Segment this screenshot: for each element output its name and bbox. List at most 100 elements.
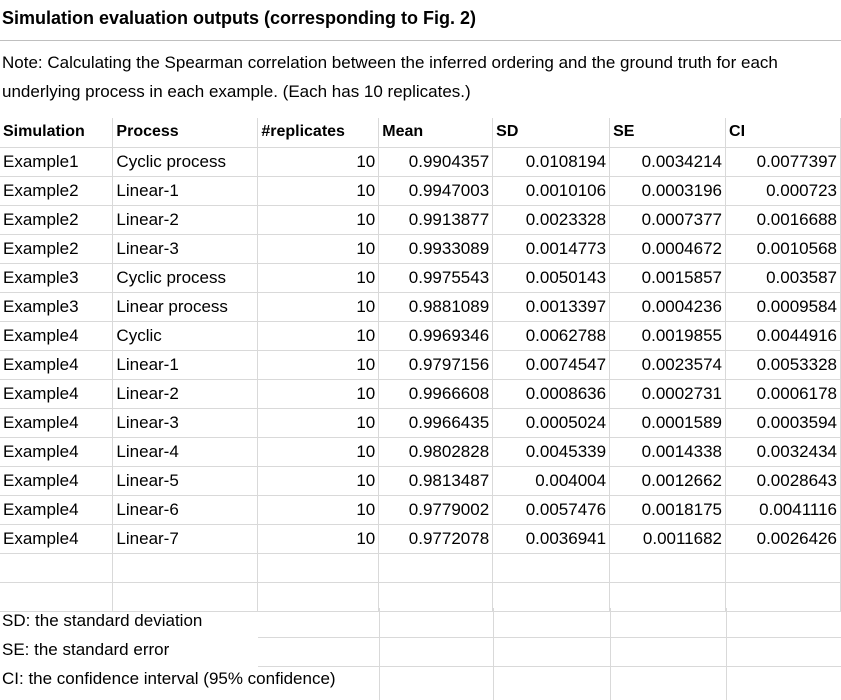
cell-replicates[interactable]: 10 <box>257 205 380 235</box>
cell-mean[interactable]: 0.9913877 <box>378 205 494 235</box>
cell-sd[interactable]: 0.0062788 <box>492 321 611 351</box>
cell-simulation[interactable]: Example4 <box>0 350 114 380</box>
cell-se[interactable]: 0.0014338 <box>609 437 727 467</box>
cell-replicates[interactable]: 10 <box>257 234 380 264</box>
empty-cell[interactable] <box>725 553 841 583</box>
cell-mean[interactable]: 0.9813487 <box>378 466 494 496</box>
cell-sd[interactable]: 0.0013397 <box>492 292 611 322</box>
cell-simulation[interactable]: Example1 <box>0 147 114 177</box>
footnote[interactable]: CI: the confidence interval (95% confide… <box>2 669 336 688</box>
header-sd[interactable]: SD <box>492 118 611 148</box>
cell-replicates[interactable]: 10 <box>257 379 380 409</box>
empty-cell[interactable] <box>492 553 611 583</box>
empty-cell[interactable] <box>609 582 727 612</box>
cell-ci[interactable]: 0.0077397 <box>725 147 841 177</box>
header-mean[interactable]: Mean <box>378 118 494 148</box>
cell-sd[interactable]: 0.0045339 <box>492 437 611 467</box>
cell-process[interactable]: Cyclic <box>112 321 259 351</box>
cell-process[interactable]: Linear-2 <box>112 379 259 409</box>
cell-process[interactable]: Linear-5 <box>112 466 259 496</box>
header-simulation[interactable]: Simulation <box>0 118 114 148</box>
cell-sd[interactable]: 0.0057476 <box>492 495 611 525</box>
cell-ci[interactable]: 0.0016688 <box>725 205 841 235</box>
header-replicates[interactable]: #replicates <box>257 118 380 148</box>
cell-ci[interactable]: 0.0009584 <box>725 292 841 322</box>
cell-process[interactable]: Linear-1 <box>112 176 259 206</box>
cell-ci[interactable]: 0.0053328 <box>725 350 841 380</box>
empty-cell[interactable] <box>609 553 727 583</box>
cell-mean[interactable]: 0.9947003 <box>378 176 494 206</box>
cell-sd[interactable]: 0.0014773 <box>492 234 611 264</box>
cell-se[interactable]: 0.0002731 <box>609 379 727 409</box>
cell-ci[interactable]: 0.000723 <box>725 176 841 206</box>
cell-ci[interactable]: 0.0003594 <box>725 408 841 438</box>
cell-replicates[interactable]: 10 <box>257 147 380 177</box>
cell-process[interactable]: Cyclic process <box>112 263 259 293</box>
cell-mean[interactable]: 0.9802828 <box>378 437 494 467</box>
cell-mean[interactable]: 0.9881089 <box>378 292 494 322</box>
cell-process[interactable]: Linear-4 <box>112 437 259 467</box>
cell-mean[interactable]: 0.9772078 <box>378 524 494 554</box>
cell-simulation[interactable]: Example2 <box>0 176 114 206</box>
cell-process[interactable]: Linear-7 <box>112 524 259 554</box>
cell-replicates[interactable]: 10 <box>257 321 380 351</box>
header-se[interactable]: SE <box>609 118 727 148</box>
cell-process[interactable]: Linear-6 <box>112 495 259 525</box>
cell-sd[interactable]: 0.0005024 <box>492 408 611 438</box>
cell-se[interactable]: 0.0023574 <box>609 350 727 380</box>
cell-sd[interactable]: 0.0008636 <box>492 379 611 409</box>
empty-cell[interactable] <box>112 553 259 583</box>
cell-ci[interactable]: 0.0044916 <box>725 321 841 351</box>
cell-replicates[interactable]: 10 <box>257 408 380 438</box>
footnote[interactable]: SD: the standard deviation <box>2 611 203 630</box>
empty-cell[interactable] <box>378 553 494 583</box>
cell-sd[interactable]: 0.0010106 <box>492 176 611 206</box>
empty-cell[interactable] <box>725 582 841 612</box>
cell-simulation[interactable]: Example2 <box>0 205 114 235</box>
cell-process[interactable]: Linear-3 <box>112 408 259 438</box>
cell-sd[interactable]: 0.0108194 <box>492 147 611 177</box>
cell-ci[interactable]: 0.0006178 <box>725 379 841 409</box>
sheet-title[interactable]: Simulation evaluation outputs (correspon… <box>2 8 477 28</box>
cell-simulation[interactable]: Example4 <box>0 408 114 438</box>
cell-se[interactable]: 0.0003196 <box>609 176 727 206</box>
cell-mean[interactable]: 0.9779002 <box>378 495 494 525</box>
footnote[interactable]: SE: the standard error <box>2 640 170 659</box>
note-text[interactable]: Note: Calculating the Spearman correlati… <box>2 53 778 101</box>
empty-cell[interactable] <box>378 582 494 612</box>
cell-sd[interactable]: 0.0023328 <box>492 205 611 235</box>
cell-sd[interactable]: 0.0050143 <box>492 263 611 293</box>
cell-ci[interactable]: 0.003587 <box>725 263 841 293</box>
cell-simulation[interactable]: Example2 <box>0 234 114 264</box>
cell-replicates[interactable]: 10 <box>257 263 380 293</box>
empty-cell[interactable] <box>0 553 114 583</box>
cell-replicates[interactable]: 10 <box>257 292 380 322</box>
cell-sd[interactable]: 0.0074547 <box>492 350 611 380</box>
cell-replicates[interactable]: 10 <box>257 466 380 496</box>
cell-replicates[interactable]: 10 <box>257 350 380 380</box>
cell-se[interactable]: 0.0018175 <box>609 495 727 525</box>
cell-se[interactable]: 0.0007377 <box>609 205 727 235</box>
cell-se[interactable]: 0.0034214 <box>609 147 727 177</box>
cell-mean[interactable]: 0.9797156 <box>378 350 494 380</box>
cell-replicates[interactable]: 10 <box>257 176 380 206</box>
cell-simulation[interactable]: Example3 <box>0 292 114 322</box>
header-ci[interactable]: CI <box>725 118 841 148</box>
cell-mean[interactable]: 0.9969346 <box>378 321 494 351</box>
cell-se[interactable]: 0.0001589 <box>609 408 727 438</box>
cell-mean[interactable]: 0.9975543 <box>378 263 494 293</box>
cell-mean[interactable]: 0.9966608 <box>378 379 494 409</box>
cell-ci[interactable]: 0.0041116 <box>725 495 841 525</box>
cell-simulation[interactable]: Example4 <box>0 321 114 351</box>
empty-cell[interactable] <box>0 582 114 612</box>
cell-ci[interactable]: 0.0010568 <box>725 234 841 264</box>
cell-simulation[interactable]: Example3 <box>0 263 114 293</box>
empty-cell[interactable] <box>492 582 611 612</box>
cell-ci[interactable]: 0.0032434 <box>725 437 841 467</box>
cell-simulation[interactable]: Example4 <box>0 437 114 467</box>
cell-se[interactable]: 0.0015857 <box>609 263 727 293</box>
cell-sd[interactable]: 0.0036941 <box>492 524 611 554</box>
cell-ci[interactable]: 0.0028643 <box>725 466 841 496</box>
cell-sd[interactable]: 0.004004 <box>492 466 611 496</box>
empty-cell[interactable] <box>112 582 259 612</box>
